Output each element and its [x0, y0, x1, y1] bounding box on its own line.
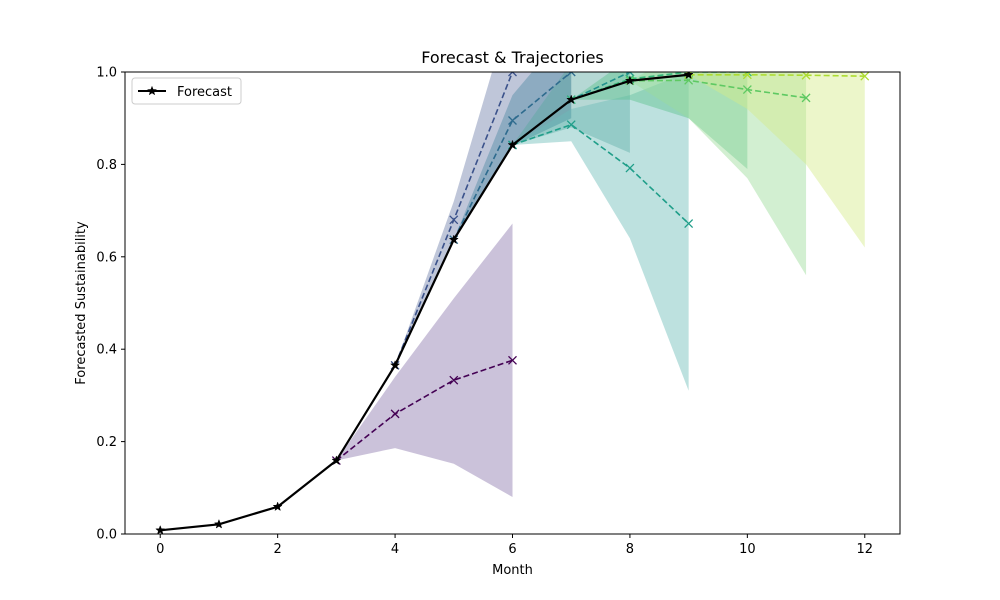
confidence-band-7	[688, 72, 865, 248]
confidence-band-6	[629, 72, 807, 276]
trajectory-point-3	[625, 72, 635, 77]
x-tick-label: 6	[508, 542, 516, 557]
forecast-line	[160, 73, 689, 532]
trajectory-point-1	[508, 72, 517, 77]
y-tick-label: 0.4	[96, 343, 117, 358]
trajectory-point-2	[566, 72, 576, 77]
confidence-band-1	[395, 72, 572, 366]
trajectory-point-0	[508, 355, 517, 365]
y-axis: 0.0 0.2 0.4 0.6 0.8 1.0	[96, 66, 125, 543]
confidence-band-3	[512, 72, 630, 153]
x-tick-label: 12	[856, 542, 873, 557]
forecast-series	[155, 72, 694, 534]
x-tick-label: 4	[391, 542, 399, 557]
trajectory-point-1	[449, 215, 459, 225]
confidence-bands	[336, 72, 865, 498]
forecast-point	[448, 234, 459, 245]
trajectory-point-0	[449, 375, 459, 385]
forecast-point	[507, 139, 518, 150]
x-tick-label: 2	[274, 542, 282, 557]
trajectory-point-4	[566, 120, 576, 130]
forecast-point	[624, 75, 635, 86]
trajectory-point-7	[801, 72, 811, 80]
y-tick-label: 0.2	[96, 435, 117, 450]
forecast-point	[213, 518, 224, 529]
x-tick-label: 0	[156, 542, 164, 557]
x-axis: 0 2 4 6 8 10 12	[156, 534, 873, 557]
trajectory-line-2	[453, 72, 572, 241]
x-tick-label: 8	[626, 542, 634, 557]
confidence-band-5	[571, 72, 748, 170]
forecast-point	[272, 501, 283, 512]
legend-box	[131, 77, 242, 105]
trajectory-line-1	[394, 72, 514, 366]
y-tick-label: 0.0	[96, 528, 117, 543]
forecast-point	[566, 94, 577, 105]
trajectory-point-4	[684, 219, 694, 228]
trajectory-point-2	[508, 116, 517, 125]
legend: Forecast	[131, 77, 242, 105]
chart-title: Forecast & Trajectories	[421, 48, 604, 67]
trajectory-point-1	[567, 13, 575, 21]
trajectory-point-6	[742, 85, 752, 95]
y-axis-label: Forecasted Sustainability	[74, 221, 89, 385]
forecast-point	[331, 455, 342, 465]
trajectory-line-7	[688, 73, 865, 77]
forecast-point	[683, 72, 694, 80]
forecast-point	[155, 524, 166, 534]
y-tick-label: 1.0	[96, 66, 117, 81]
legend-marker-star	[146, 85, 158, 96]
trajectory-point-0	[390, 409, 400, 419]
confidence-band-4	[512, 72, 689, 391]
y-tick-label: 0.8	[96, 158, 117, 173]
trajectory-line-4	[512, 123, 690, 225]
trajectory-point-4	[625, 163, 635, 173]
trajectory-point-6	[801, 93, 811, 103]
y-tick-label: 0.6	[96, 250, 117, 265]
trajectory-line-0	[335, 359, 513, 462]
confidence-band-0	[336, 223, 513, 498]
x-tick-label: 10	[739, 542, 756, 557]
x-axis-label: Month	[492, 563, 533, 578]
legend-label-forecast: Forecast	[177, 85, 232, 100]
forecast-point	[390, 360, 401, 370]
trajectory-line-6	[629, 79, 807, 99]
confidence-band-2	[453, 72, 572, 240]
trajectory-point-7	[860, 72, 870, 81]
